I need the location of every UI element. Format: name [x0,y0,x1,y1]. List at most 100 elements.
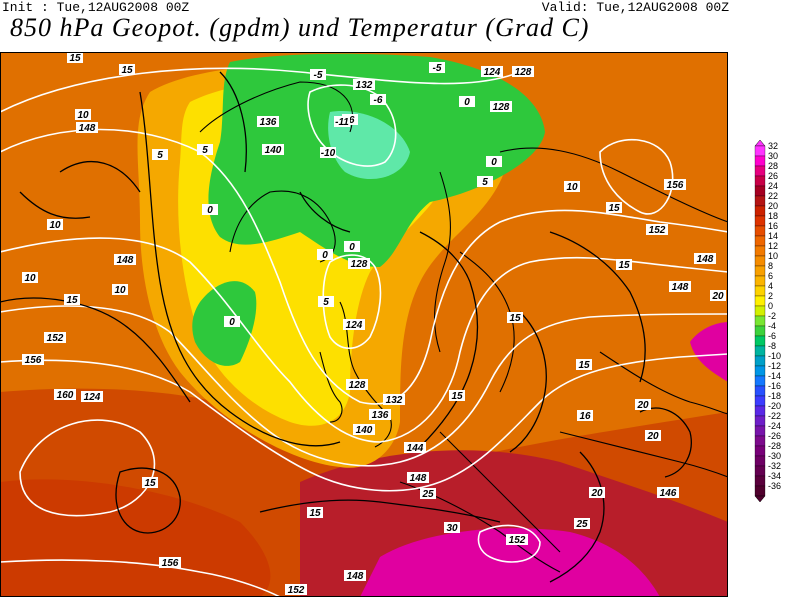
svg-text:15: 15 [69,53,81,64]
colorbar-label: 20 [768,201,778,211]
colorbar-swatch [754,165,766,177]
colorbar-label: 10 [768,251,778,261]
svg-text:16: 16 [579,411,591,422]
colorbar-arrow-bottom [754,495,766,503]
svg-text:156: 156 [667,180,684,191]
geopotential-label: 152 [285,584,307,596]
colorbar-label: 14 [768,231,778,241]
svg-text:20: 20 [711,291,724,302]
svg-text:25: 25 [421,489,434,500]
svg-text:10: 10 [49,220,61,231]
colorbar-swatch [754,465,766,477]
colorbar-label: 0 [768,301,773,311]
colorbar-label: -4 [768,321,776,331]
svg-text:20: 20 [636,400,649,411]
colorbar-swatch [754,155,766,167]
colorbar-label: 6 [768,271,773,281]
temperature-colorbar: 32302826242220181614121086420-2-4-6-8-10… [754,140,781,503]
colorbar-label: -8 [768,341,776,351]
temperature-label: -10 [320,147,336,159]
colorbar-swatch [754,345,766,357]
svg-text:160: 160 [57,390,74,401]
colorbar-label: 16 [768,221,778,231]
temperature-label: 0 [486,156,502,168]
temperature-label: 5 [318,296,334,308]
colorbar-swatch [754,375,766,387]
temperature-label: 16 [577,410,593,422]
svg-text:140: 140 [265,145,282,156]
geopotential-label: 128 [512,66,534,78]
svg-text:15: 15 [608,203,620,214]
colorbar-label: 12 [768,241,778,251]
temperature-label: -5 [310,69,326,81]
colorbar-label: -22 [768,411,781,421]
geopotential-label: 156 [22,354,44,366]
geopotential-label: 140 [262,144,284,156]
svg-text:0: 0 [207,205,213,216]
colorbar-swatch [754,275,766,287]
colorbar-label: -24 [768,421,781,431]
svg-text:0: 0 [491,157,497,168]
very-hot-zone-east [690,322,728,382]
svg-text:-11: -11 [335,117,349,128]
svg-text:140: 140 [356,425,373,436]
svg-text:15: 15 [618,260,630,271]
temperature-label: 15 [67,52,83,64]
temperature-label: 0 [344,241,360,253]
svg-text:10: 10 [114,285,126,296]
colorbar-swatch [754,175,766,187]
svg-text:5: 5 [202,145,208,156]
colorbar-swatch [754,145,766,157]
colorbar-label: 28 [768,161,778,171]
svg-text:136: 136 [372,410,389,421]
colorbar-swatch [754,405,766,417]
colorbar-label: 26 [768,171,778,181]
colorbar-swatch [754,485,766,497]
svg-text:136: 136 [260,117,277,128]
svg-text:-6: -6 [346,115,355,126]
svg-text:152: 152 [649,225,666,236]
temperature-label: 15 [576,359,592,371]
colorbar-label: -32 [768,461,781,471]
temperature-label: 10 [112,284,128,296]
svg-text:15: 15 [309,508,321,519]
colorbar-label: -14 [768,371,781,381]
svg-text:0: 0 [322,250,328,261]
colorbar-swatch [754,315,766,327]
colorbar-label: 2 [768,291,773,301]
colorbar-swatch [754,215,766,227]
geopotential-label: 132 [353,79,375,91]
svg-text:15: 15 [509,313,521,324]
svg-text:148: 148 [672,282,689,293]
svg-text:132: 132 [386,395,403,406]
svg-text:148: 148 [79,123,96,134]
colorbar-label: 18 [768,211,778,221]
temperature-label: 5 [197,144,213,156]
svg-text:128: 128 [515,67,532,78]
geopotential-label: 160 [54,389,76,401]
colorbar-swatch [754,455,766,467]
temperature-label: 25 [420,488,436,500]
temperature-label: -6 [370,94,386,106]
temperature-label: 20 [710,290,726,302]
colorbar-label: 24 [768,181,778,191]
geopotential-label: 148 [407,472,429,484]
svg-text:10: 10 [77,110,89,121]
temperature-label: 20 [645,430,661,442]
geopotential-label: 148 [694,253,716,265]
svg-text:128: 128 [349,380,366,391]
valid-time: Valid: Tue,12AUG2008 00Z [541,0,729,15]
weather-map: 148 132 124 128 140 136 132 124 128 152 … [0,52,728,597]
temperature-label: 15 [606,202,622,214]
svg-text:152: 152 [509,535,526,546]
chart-title: 850 hPa Geopot. (gpdm) und Temperatur (G… [10,13,590,42]
svg-text:25: 25 [575,519,588,530]
hot-zone-west [0,479,271,597]
colorbar-swatch [754,355,766,367]
colorbar-label: -18 [768,391,781,401]
temperature-label: 0 [224,316,240,328]
colorbar-swatch [754,415,766,427]
svg-text:30: 30 [446,523,458,534]
svg-text:-10: -10 [321,148,336,159]
geopotential-label: 148 [669,281,691,293]
